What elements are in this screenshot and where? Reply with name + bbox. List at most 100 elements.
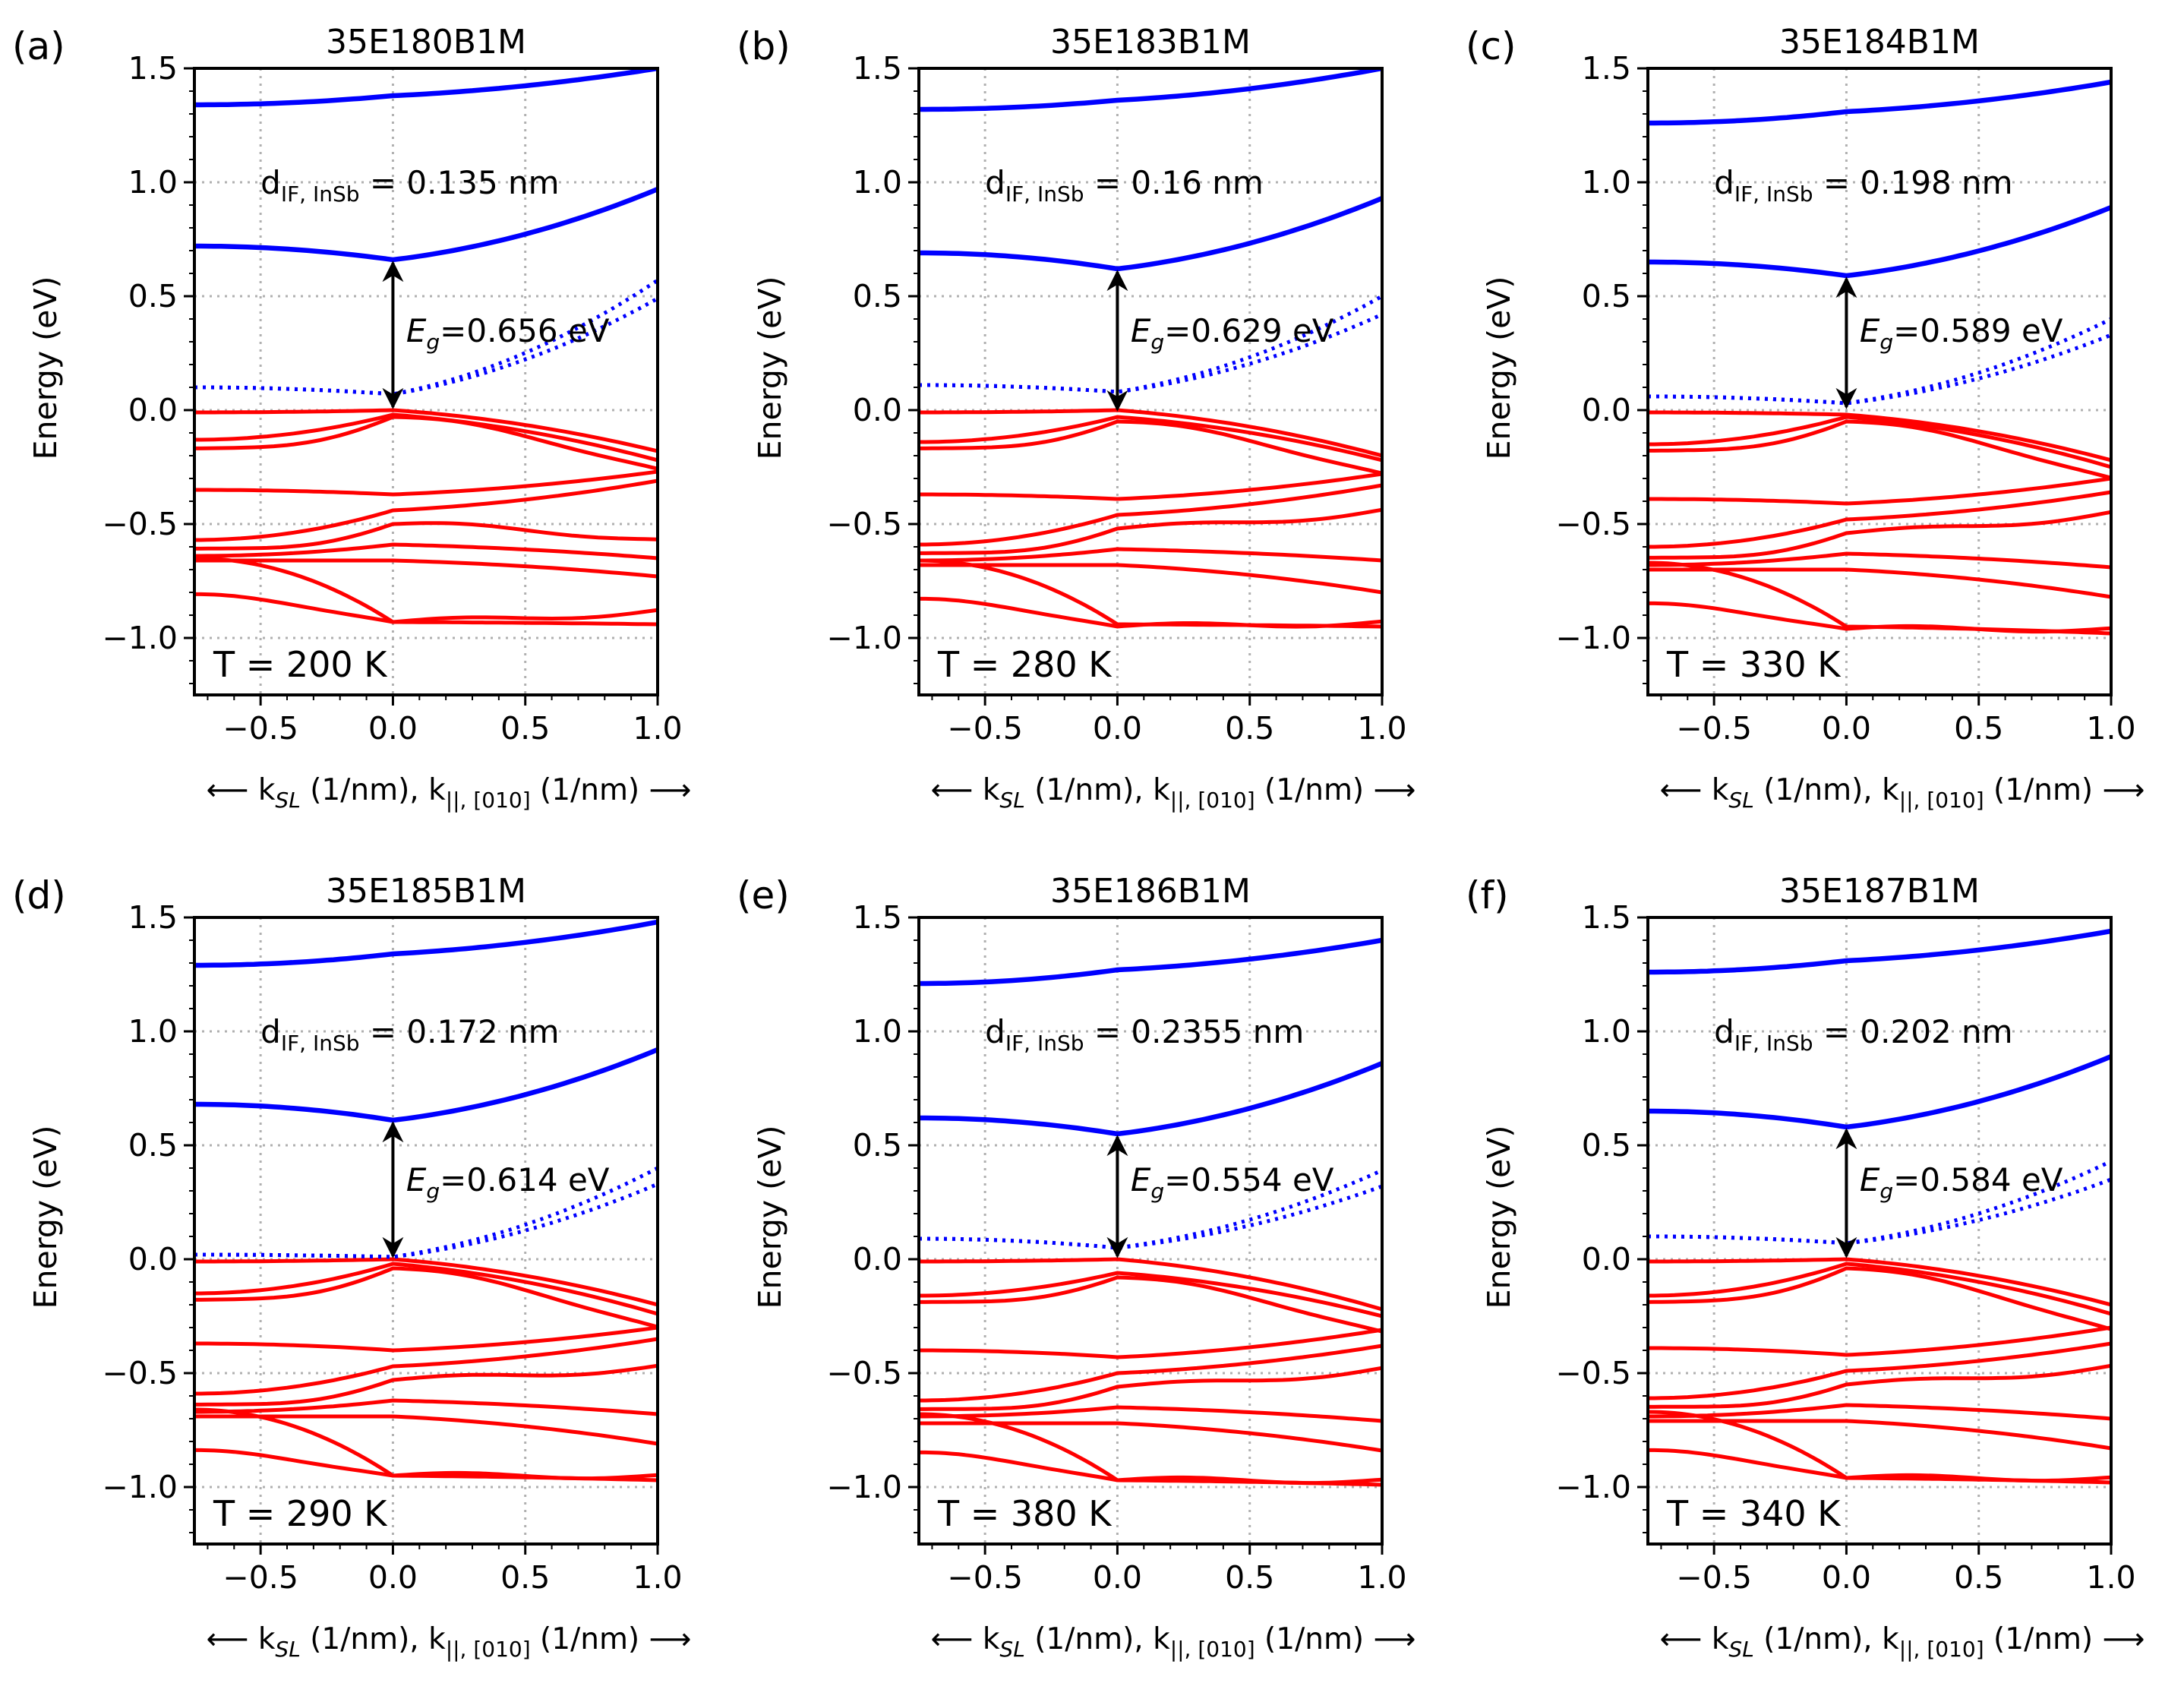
valence-band xyxy=(194,592,658,624)
y-tick-label: 0.0 xyxy=(1582,1241,1631,1277)
plot-area xyxy=(919,68,1382,629)
y-tick-label: 1.0 xyxy=(1582,164,1631,201)
plot-area xyxy=(194,919,658,1482)
band-gap-label: Eg=0.629 eV xyxy=(1131,312,1334,355)
valence-band xyxy=(919,415,1382,463)
panel-title: 35E186B1M xyxy=(1050,872,1251,911)
valence-band xyxy=(194,1325,658,1353)
conduction-band xyxy=(919,68,1382,112)
interface-thickness-label: dIF, InSb = 0.172 nm xyxy=(260,1013,559,1056)
axes-frame xyxy=(193,916,659,1546)
conduction-band xyxy=(194,1047,658,1123)
y-tick-label: 0.0 xyxy=(1582,392,1631,428)
y-tick-label: 1.5 xyxy=(128,50,178,87)
valence-band xyxy=(919,1328,1382,1359)
valence-band xyxy=(1648,510,2111,560)
y-tick-label: 1.0 xyxy=(128,1013,178,1050)
x-axis-label: ⟵ kSL (1/nm), k||, [010] (1/nm) ⟶ xyxy=(1660,773,2145,813)
valence-band xyxy=(1648,1266,2111,1331)
valence-band xyxy=(194,1261,658,1316)
valence-band xyxy=(1648,567,2111,599)
valence-band xyxy=(919,1257,1382,1312)
y-axis-label: Energy (eV) xyxy=(1481,1126,1517,1309)
panel-title: 35E187B1M xyxy=(1779,872,1980,911)
interface-thickness-label: dIF, InSb = 0.202 nm xyxy=(1714,1013,2012,1056)
conduction-band xyxy=(194,186,658,263)
x-tick-label: 0.0 xyxy=(1822,710,1871,747)
valence-band xyxy=(919,1366,1382,1411)
x-tick-label: 1.0 xyxy=(1357,710,1406,747)
x-tick-label: 0.0 xyxy=(1822,1559,1871,1596)
axes-frame xyxy=(1646,67,2113,696)
valence-band xyxy=(1648,476,2111,506)
axes-frame xyxy=(193,67,659,696)
panel-title: 35E180B1M xyxy=(326,23,526,62)
y-tick-label: −0.5 xyxy=(1555,506,1631,542)
x-tick-label: 1.0 xyxy=(633,1559,682,1596)
x-tick-label: 1.0 xyxy=(633,710,682,747)
band-gap-label: Eg=0.614 eV xyxy=(406,1161,610,1204)
valence-band xyxy=(1648,490,2111,549)
y-tick-label: −1.0 xyxy=(826,1469,902,1505)
axes-frame xyxy=(917,67,1384,696)
x-tick-label: 0.0 xyxy=(1093,710,1142,747)
valence-band xyxy=(1648,1419,2111,1451)
valence-band xyxy=(919,547,1382,563)
conduction-band xyxy=(1648,1053,2111,1130)
valence-band xyxy=(194,469,658,497)
y-tick-label: 1.5 xyxy=(853,50,902,87)
interface-thickness-label: dIF, InSb = 0.135 nm xyxy=(260,164,559,207)
x-tick-label: 0.5 xyxy=(500,1559,550,1596)
panel-f: −0.5 0.0 0.5 1.0 −1.0 −0.5 0.0 0.5 1.0 1.5 35E187B… xyxy=(1466,872,2145,1662)
y-axis-label: Energy (eV) xyxy=(752,276,788,460)
valence-band xyxy=(194,1414,658,1446)
y-tick-label: 1.5 xyxy=(128,899,178,936)
valence-band xyxy=(194,1337,658,1396)
y-tick-label: 0.0 xyxy=(853,1241,902,1277)
valence-band xyxy=(919,483,1382,547)
valence-band xyxy=(1648,415,2111,469)
valence-band xyxy=(919,1275,1382,1334)
valence-band xyxy=(919,1450,1382,1486)
panel-title: 35E183B1M xyxy=(1050,23,1251,62)
valence-band xyxy=(194,408,658,453)
panel-a: −0.5 0.0 0.5 1.0 −1.0 −0.5 0.0 0.5 1.0 1.5 35E180B… xyxy=(12,23,691,813)
y-tick-label: 0.5 xyxy=(1582,1127,1631,1164)
valence-band xyxy=(194,542,658,560)
valence-band xyxy=(919,558,1382,629)
x-tick-label: 0.5 xyxy=(1225,1559,1274,1596)
y-tick-label: 0.5 xyxy=(128,1127,178,1164)
panel-label: (f) xyxy=(1466,873,1509,917)
valence-band xyxy=(1648,1410,2111,1485)
panel-label: (e) xyxy=(737,873,790,917)
valence-band xyxy=(919,472,1382,501)
y-tick-label: 1.5 xyxy=(1582,50,1631,87)
band-gap-label: Eg=0.584 eV xyxy=(1860,1161,2063,1204)
plot-area xyxy=(1648,79,2111,636)
valence-band xyxy=(919,596,1382,629)
valence-band xyxy=(194,478,658,542)
x-tick-label: −0.5 xyxy=(223,710,298,747)
y-tick-label: −0.5 xyxy=(826,1355,902,1391)
y-tick-label: 1.0 xyxy=(1582,1013,1631,1050)
temperature-label: T = 280 K xyxy=(937,644,1113,685)
temperature-label: T = 380 K xyxy=(937,1493,1113,1534)
valence-band xyxy=(1648,1403,2111,1421)
valence-band xyxy=(1648,1448,2111,1483)
x-tick-label: −0.5 xyxy=(1676,1559,1752,1596)
panel-b: −0.5 0.0 0.5 1.0 −1.0 −0.5 0.0 0.5 1.0 1.5 35E183B… xyxy=(737,23,1415,813)
x-tick-label: 0.0 xyxy=(368,710,418,747)
x-axis-label: ⟵ kSL (1/nm), k||, [010] (1/nm) ⟶ xyxy=(931,773,1416,813)
axes-frame xyxy=(1646,916,2113,1546)
valence-band xyxy=(919,408,1382,458)
valence-band xyxy=(194,521,658,551)
valence-band xyxy=(1648,560,2111,636)
valence-band xyxy=(194,1363,658,1407)
dotted-band xyxy=(194,296,658,396)
y-tick-label: −0.5 xyxy=(102,1355,178,1391)
panel-label: (c) xyxy=(1466,24,1516,68)
temperature-label: T = 200 K xyxy=(213,644,388,685)
valence-band xyxy=(919,507,1382,555)
band-gap-label: Eg=0.554 eV xyxy=(1131,1161,1334,1204)
valence-band xyxy=(919,419,1382,475)
